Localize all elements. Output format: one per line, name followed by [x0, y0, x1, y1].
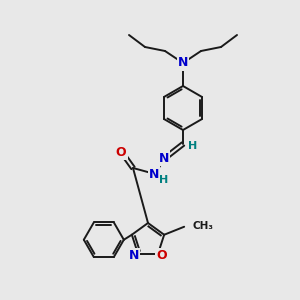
Text: H: H	[159, 175, 169, 185]
Text: O: O	[157, 249, 167, 262]
Text: O: O	[116, 146, 126, 158]
Text: N: N	[149, 167, 159, 181]
Text: N: N	[178, 56, 188, 70]
Text: N: N	[129, 249, 139, 262]
Text: CH₃: CH₃	[192, 221, 213, 231]
Text: N: N	[159, 152, 169, 164]
Text: H: H	[188, 141, 198, 151]
